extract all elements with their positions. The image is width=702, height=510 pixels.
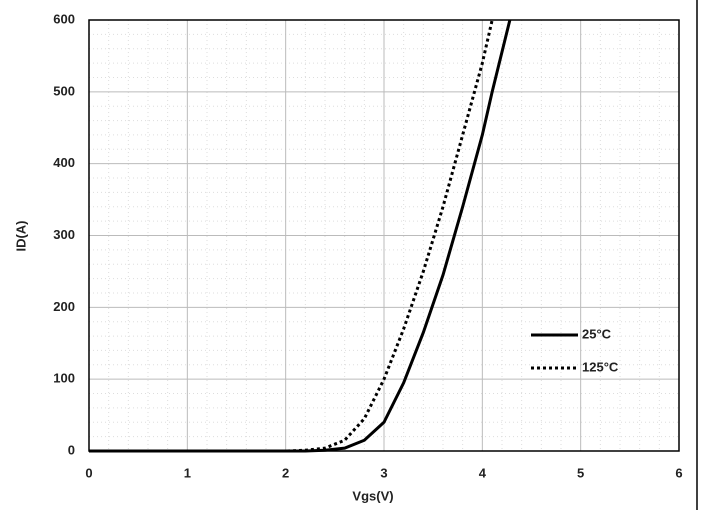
- x-tick-label: 1: [184, 465, 191, 480]
- x-tick-label: 6: [675, 465, 682, 480]
- y-axis-label: ID(A): [13, 220, 28, 251]
- plot-frame: [88, 19, 680, 452]
- y-tick-label: 200: [53, 299, 75, 314]
- series-line: [89, 19, 494, 453]
- y-tick-label: 400: [53, 155, 75, 170]
- x-tick-label: 0: [85, 465, 92, 480]
- series-line: [89, 19, 512, 453]
- y-tick-label: 0: [68, 442, 75, 457]
- y-tick-label: 100: [53, 371, 75, 386]
- legend-label: 125°C: [582, 359, 619, 374]
- x-tick-label: 5: [577, 465, 584, 480]
- x-tick-label: 2: [282, 465, 289, 480]
- y-tick-label: 600: [53, 11, 75, 26]
- y-tick-label: 500: [53, 83, 75, 98]
- x-tick-label: 3: [380, 465, 387, 480]
- x-axis-label: Vgs(V): [352, 488, 393, 503]
- x-tick-label: 4: [479, 465, 487, 480]
- y-tick-label: 300: [53, 227, 75, 242]
- legend-label: 25°C: [582, 326, 612, 341]
